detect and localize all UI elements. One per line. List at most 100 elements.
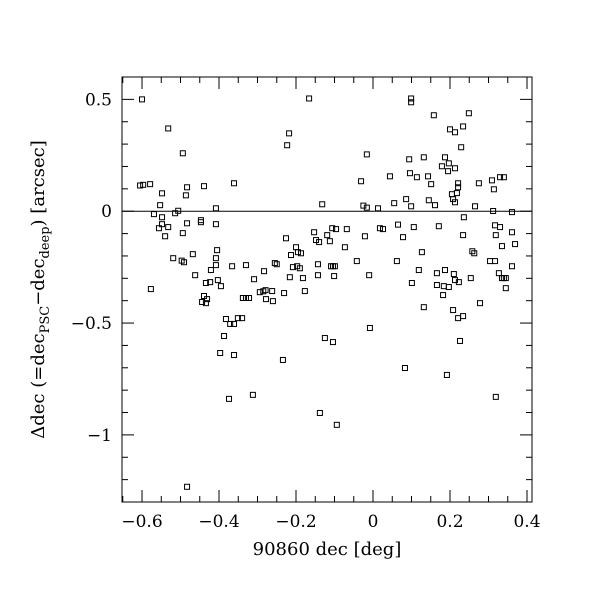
data-point-square [311,229,318,236]
data-point-square [415,267,422,274]
data-point-square [433,270,440,277]
data-point-square [420,304,427,311]
data-point-square [500,275,507,282]
data-point-square [262,296,269,303]
data-point-square [490,207,497,214]
data-point-square [361,233,368,240]
data-point-square [231,320,238,327]
y-tick-label: −0.5 [71,314,112,334]
data-point-square [492,258,499,265]
data-point-square [363,204,370,211]
data-point-square [380,226,387,233]
data-point-square [147,181,154,188]
data-point-square [455,279,462,286]
data-point-square [447,126,453,133]
data-point-square [301,288,308,295]
data-point-square [488,177,495,184]
data-point-square [512,241,519,248]
data-point-square [440,292,447,299]
data-point-square [269,298,276,305]
data-point-square [214,277,221,284]
data-point-square [289,264,296,271]
data-point-square [487,258,494,265]
data-point-square [271,260,278,267]
data-point-square [175,207,182,214]
data-point-square [316,239,323,246]
data-point-square [201,292,207,299]
data-point-square [155,225,162,232]
data-point-square [460,123,467,130]
data-point-square [500,174,507,181]
data-point-square [316,409,323,416]
data-point-square [448,191,455,198]
data-point-square [199,299,206,306]
x-tick-label: 0.2 [436,512,463,532]
data-point-square [273,261,280,268]
x-tick-label: 0.4 [513,512,540,532]
data-point-square [314,272,321,279]
data-point-square [435,223,442,230]
data-point-square [458,144,465,151]
data-point-square [284,142,291,149]
y-tick-label: 0 [101,202,112,222]
data-point-square [386,173,393,180]
data-point-square [251,276,258,283]
data-point-square [281,290,288,297]
data-point-square [455,315,462,322]
data-point-square [283,235,289,242]
data-point-square [453,190,460,197]
data-point-square [425,197,432,204]
data-point-square [363,151,370,158]
data-point-square [443,371,450,378]
data-point-square [428,181,435,188]
data-point-square [492,222,499,229]
data-point-square [431,202,438,209]
data-point-square [217,283,224,290]
data-point-square [406,156,413,163]
data-point-square [299,275,306,282]
data-point-square [159,190,166,197]
data-point-square [445,284,452,291]
y-tick-label: 0.5 [85,90,112,110]
data-point-square [358,178,365,185]
data-point-square [231,352,238,359]
data-point-square [425,173,432,180]
y-tick-label: −1 [87,426,112,446]
x-tick-label: −0.2 [275,512,316,532]
data-point-square [333,226,340,233]
data-point-square [221,333,228,340]
data-point-square [455,180,462,187]
data-point-square [157,202,164,209]
y-axis-label: Δdec (=decPSC−decdeep) [arcsec] [28,140,53,439]
data-point-square [179,230,186,237]
data-point-square [408,99,415,106]
data-point-square [227,320,234,327]
data-point-square [162,233,169,240]
data-point-square [430,112,437,119]
data-point-square [455,184,462,191]
data-point-square [286,274,293,281]
data-point-square [214,247,221,254]
data-point-square [408,95,415,102]
data-point-square [288,252,295,259]
data-point-square [293,244,300,251]
plot-frame [121,76,533,503]
data-point-square [229,263,236,270]
data-point-square [184,220,191,227]
data-point-square [192,272,199,279]
data-point-square [294,249,301,256]
data-point-square [441,154,448,161]
data-point-square [202,280,209,287]
data-point-square [226,395,233,402]
data-point-square [242,262,249,269]
data-point-square [497,174,504,181]
data-point-square [400,234,407,241]
data-point-square [239,315,246,322]
data-point-square [391,200,398,207]
data-point-square [298,250,305,257]
data-point-square [329,339,336,346]
data-point-square [418,249,425,256]
data-point-square [353,258,360,265]
data-point-square [366,324,373,331]
